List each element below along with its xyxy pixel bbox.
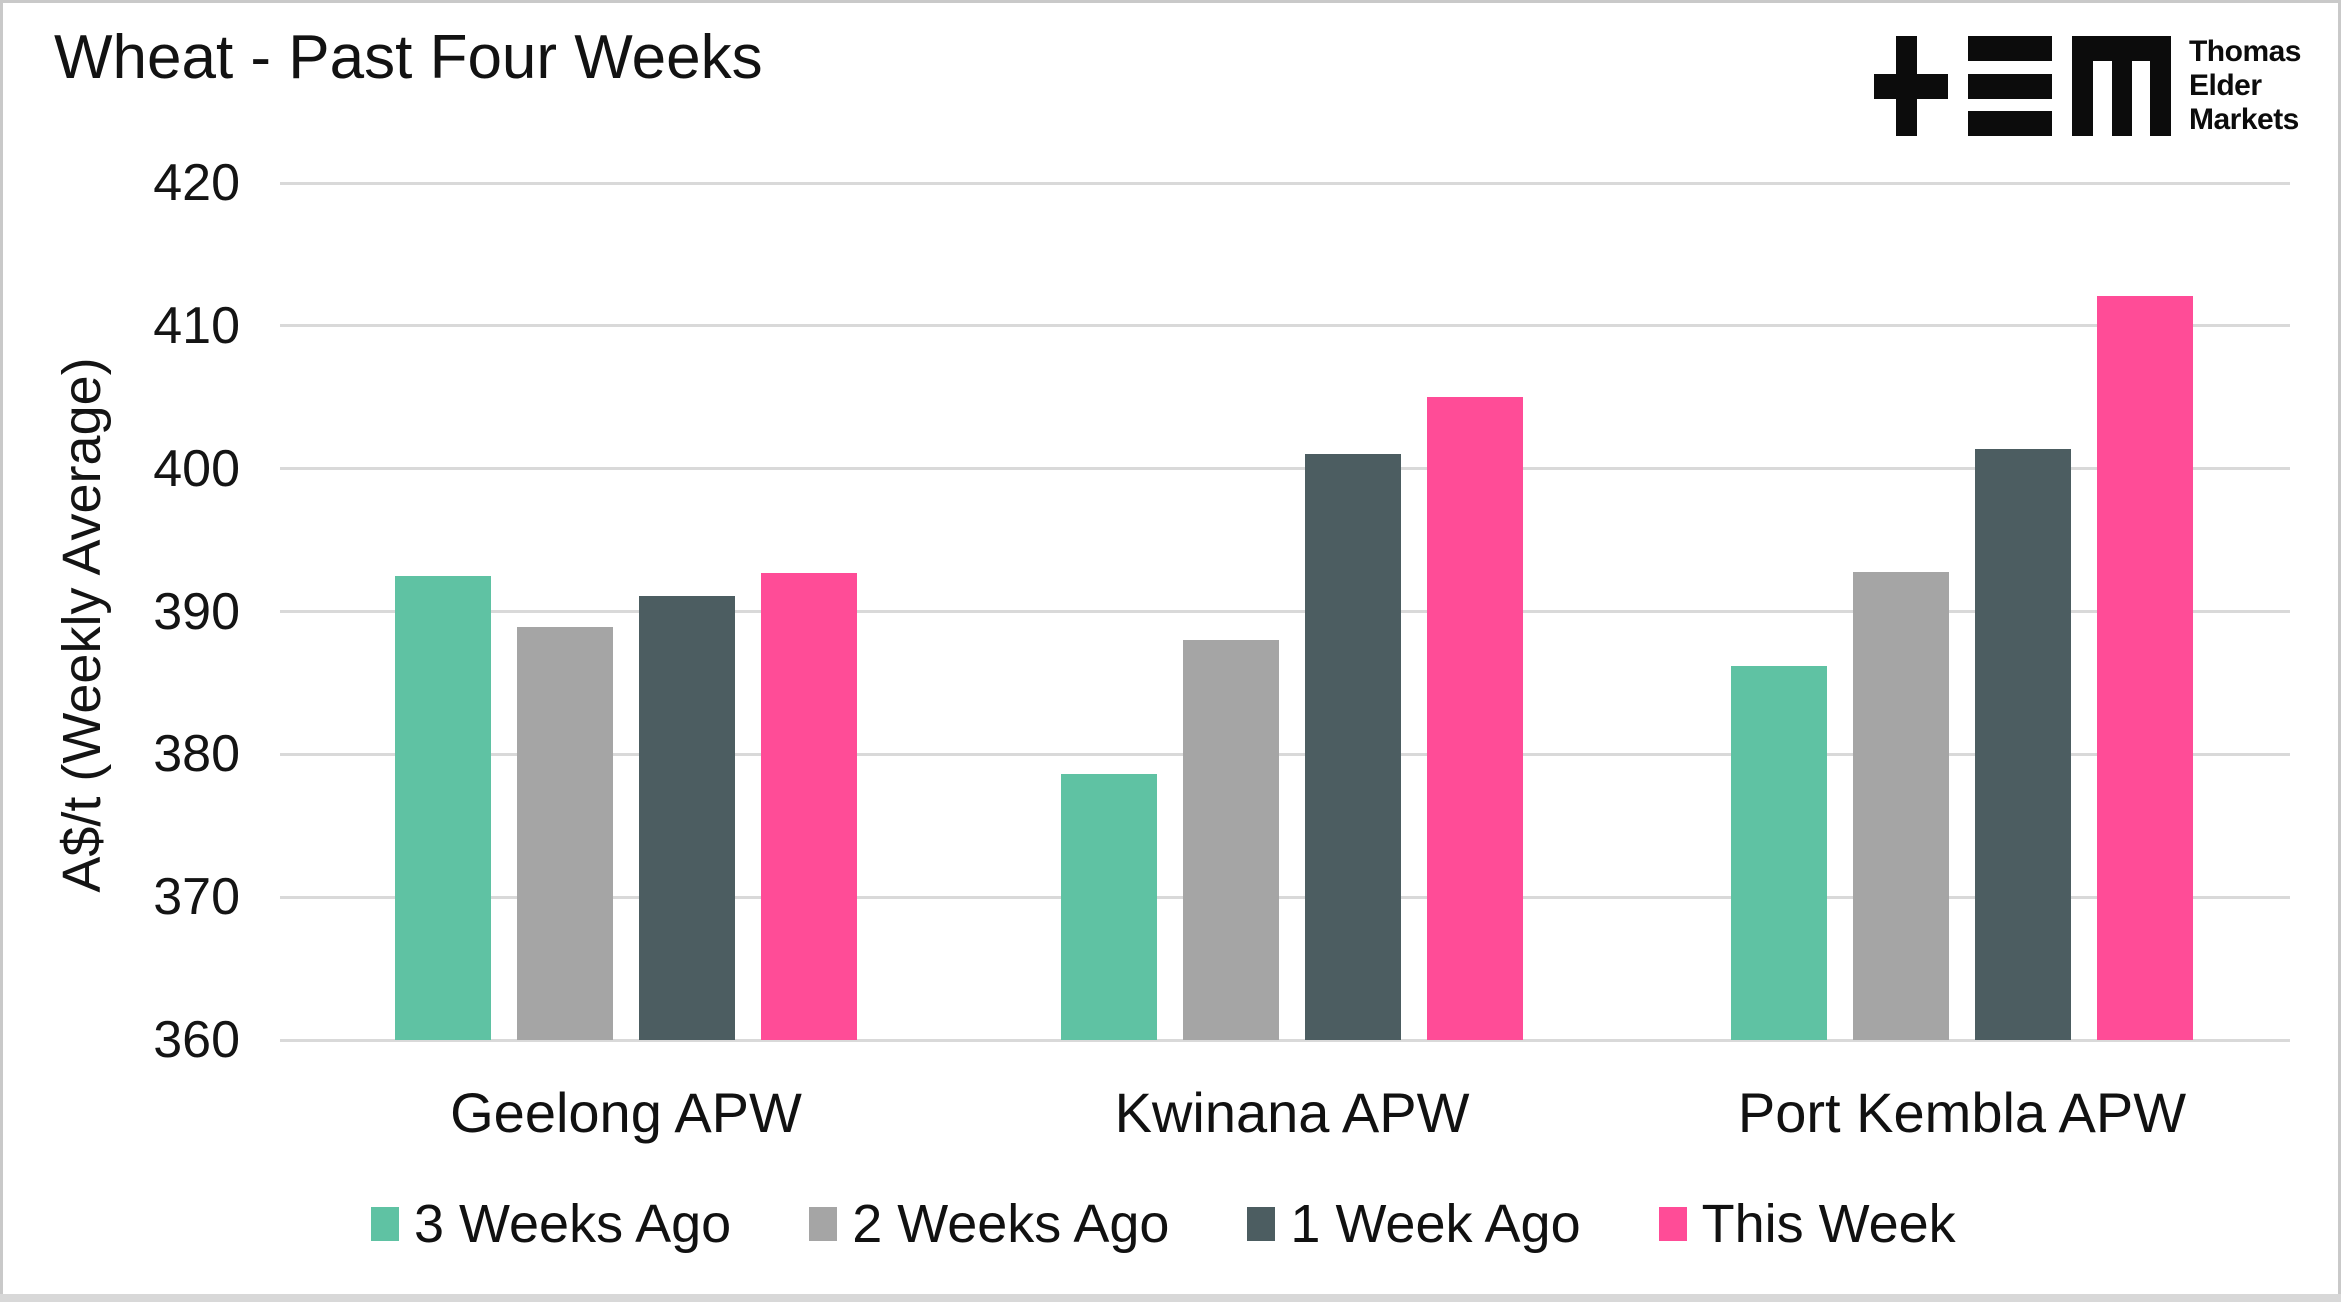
legend-item-1: 2 Weeks Ago — [809, 1193, 1169, 1255]
legend-label-3: This Week — [1701, 1194, 1956, 1254]
bar-kwinana-apw-series-1 — [1183, 640, 1279, 1040]
bar-port-kembla-apw-series-1 — [1853, 571, 1949, 1040]
y-tick-label-400: 400 — [153, 439, 240, 498]
bar-group-0 — [395, 572, 857, 1040]
bar-kwinana-apw-series-3 — [1427, 397, 1523, 1040]
logo-line-1: Thomas — [2188, 35, 2302, 68]
y-tick-label-390: 390 — [153, 582, 240, 641]
legend-item-3: This Week — [1658, 1193, 1956, 1255]
legend-label-2: 1 Week Ago — [1290, 1194, 1581, 1254]
logo-line-3: Markets — [2188, 103, 2299, 136]
legend-item-0: 3 Weeks Ago — [371, 1193, 731, 1255]
window-bottom-edge — [0, 1294, 2341, 1302]
gridline-y-370 — [280, 895, 2290, 899]
x-category-label-0: Geelong APW — [450, 1081, 802, 1144]
gridline-y-390 — [280, 610, 2290, 613]
bar-geelong-apw-series-1 — [517, 627, 613, 1040]
logo-wordmark: Thomas Elder Markets — [2188, 35, 2302, 137]
gridline-y-400 — [280, 467, 2290, 471]
tem-logo-icon — [1873, 36, 2171, 136]
bar-group-1 — [1061, 397, 1523, 1040]
x-category-label-1: Kwinana APW — [1114, 1081, 1470, 1144]
gridline-y-420 — [280, 181, 2290, 185]
bar-geelong-apw-series-0 — [395, 575, 491, 1040]
gridline-y-380 — [280, 752, 2290, 756]
legend-label-0: 3 Weeks Ago — [414, 1194, 732, 1254]
y-tick-label-360: 360 — [153, 1011, 240, 1069]
bar-group-2 — [1731, 295, 2193, 1040]
y-tick-label-370: 370 — [153, 868, 240, 927]
bar-kwinana-apw-series-0 — [1061, 774, 1157, 1040]
x-category-label-2: Port Kembla APW — [1737, 1081, 2187, 1144]
bar-port-kembla-apw-series-0 — [1731, 665, 1827, 1040]
legend: 3 Weeks Ago 2 Weeks Ago 1 Week Ago This Wee… — [371, 1193, 1956, 1255]
y-tick-label-380: 380 — [153, 725, 240, 784]
bar-kwinana-apw-series-2 — [1305, 454, 1401, 1040]
legend-swatch-icon — [809, 1207, 838, 1241]
gridline-y-360 — [280, 1038, 2290, 1042]
tem-logo: Thomas Elder Markets — [1873, 35, 2302, 137]
legend-swatch-icon — [371, 1207, 399, 1241]
y-tick-label-420: 420 — [153, 154, 240, 212]
legend-swatch-icon — [1247, 1207, 1276, 1241]
legend-item-2: 1 Week Ago — [1247, 1193, 1581, 1255]
gridline-y-410 — [280, 324, 2290, 328]
logo-line-2: Elder — [2188, 69, 2262, 102]
legend-swatch-icon — [1658, 1207, 1687, 1241]
chart-title: Wheat - Past Four Weeks — [54, 23, 763, 92]
bar-geelong-apw-series-2 — [639, 595, 735, 1040]
bar-port-kembla-apw-series-3 — [2097, 295, 2193, 1040]
bar-port-kembla-apw-series-2 — [1975, 448, 2071, 1040]
bar-geelong-apw-series-3 — [761, 572, 857, 1040]
legend-label-1: 2 Weeks Ago — [852, 1194, 1170, 1254]
y-tick-label-410: 410 — [153, 296, 240, 355]
